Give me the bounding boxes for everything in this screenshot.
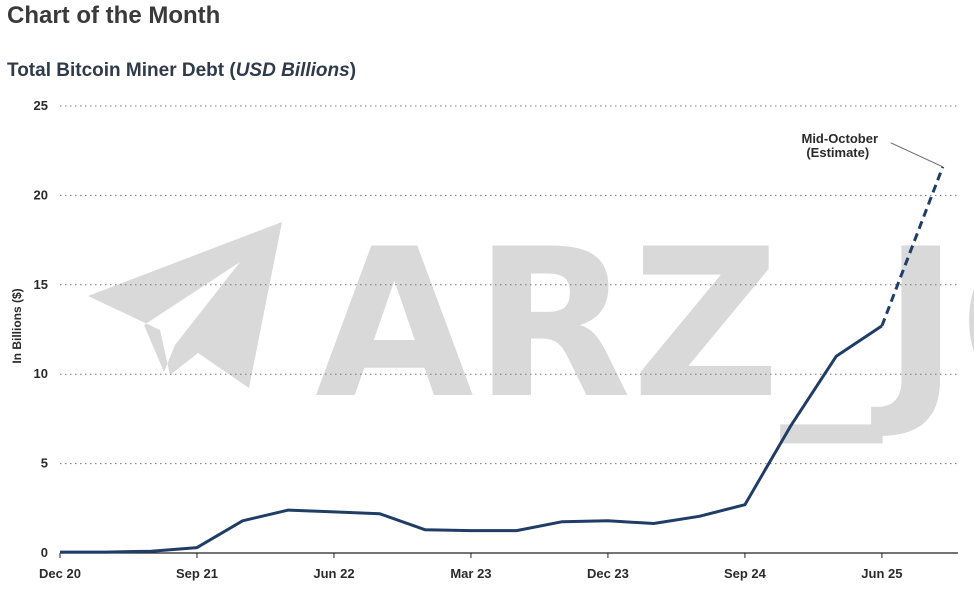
paper-plane-icon [88,222,282,388]
y-axis-ticks: 0 5 10 15 20 25 [34,98,48,560]
chart-title-close: ) [349,60,357,81]
page-title: Chart of the Month [7,2,221,29]
x-tick-label: Dec 20 [39,566,81,581]
x-tick-label: Jun 25 [861,566,902,581]
gridlines [60,105,958,554]
y-tick-label: 25 [34,98,48,113]
y-axis-label: In Billions ($) [10,288,24,363]
annotation-line-2: (Estimate) [806,145,869,160]
x-axis-ticks: Dec 20 Sep 21 Jun 22 Mar 23 Dec 23 Sep 24 Jun … [39,553,902,581]
x-tick-label: Jun 22 [313,566,354,581]
x-tick-label: Mar 23 [450,566,491,581]
y-tick-label: 10 [34,366,48,381]
debt-line [60,324,883,554]
chart-title-unit: USD Billions [235,60,350,81]
watermark-text: ARZ_JO [315,206,974,444]
x-tick-label: Sep 24 [724,566,767,581]
annotation-leader-line [890,142,943,168]
annotation: Mid-October (Estimate) [801,131,943,168]
series-lines [60,166,945,554]
chart-title-main: Total Bitcoin Miner Debt ( [7,60,236,81]
x-tick-label: Sep 21 [176,566,218,581]
estimate-dashed-line [880,166,945,327]
chart-title: Total Bitcoin Miner Debt (USD Billions) [7,60,356,82]
y-tick-label: 20 [34,187,48,202]
annotation-line-1: Mid-October [801,131,878,146]
y-tick-label: 5 [41,456,48,471]
y-tick-label: 0 [41,545,48,560]
watermark: ARZ_JO [88,206,974,444]
y-tick-label: 15 [34,277,48,292]
x-tick-label: Dec 23 [587,566,629,581]
